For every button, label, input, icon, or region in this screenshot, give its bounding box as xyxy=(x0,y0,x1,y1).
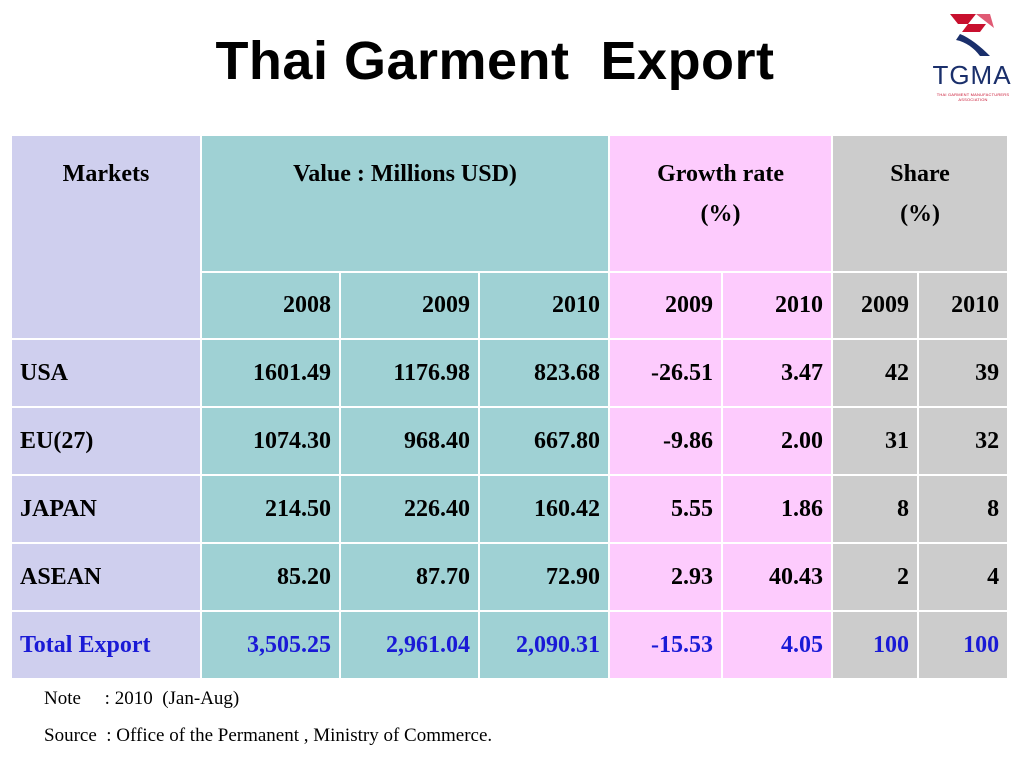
growth-header-line2: (%) xyxy=(700,201,741,227)
year-growth-2010: 2010 xyxy=(721,271,834,340)
share-2009: 2 xyxy=(831,542,920,612)
total-share-2009: 100 xyxy=(831,610,920,680)
share-2010: 8 xyxy=(917,474,1010,544)
table-row: JAPAN 214.50 226.40 160.42 5.55 1.86 8 8 xyxy=(10,474,1010,544)
logo-subtext: THAI GARMENT MANUFACTURERS ASSOCIATION xyxy=(936,92,1010,102)
total-value-2010: 2,090.31 xyxy=(477,610,611,680)
garment-export-table: Markets Value : Millions USD) Growth rat… xyxy=(10,134,1010,680)
value-2008: 1074.30 xyxy=(200,406,341,476)
growth-2009: 5.55 xyxy=(608,474,724,544)
year-value-2010: 2010 xyxy=(477,271,611,340)
market-name: JAPAN xyxy=(10,474,202,544)
share-2009: 8 xyxy=(831,474,920,544)
growth-2009: -26.51 xyxy=(608,338,724,408)
tgma-logo: TGMA THAI GARMENT MANUFACTURERS ASSOCIAT… xyxy=(924,8,1020,102)
growth-2010: 3.47 xyxy=(721,338,834,408)
value-2009: 226.40 xyxy=(339,474,480,544)
table-row: ASEAN 85.20 87.70 72.90 2.93 40.43 2 4 xyxy=(10,542,1010,612)
year-row: 2008 2009 2010 2009 2010 2009 2010 xyxy=(11,271,1010,340)
total-growth-2010: 4.05 xyxy=(721,610,834,680)
share-2009: 42 xyxy=(831,338,920,408)
year-share-2010: 2010 xyxy=(917,271,1010,340)
value-2008: 1601.49 xyxy=(200,338,341,408)
value-2008: 214.50 xyxy=(200,474,341,544)
share-2010: 4 xyxy=(917,542,1010,612)
tgma-logo-icon xyxy=(950,14,994,56)
markets-header: Markets xyxy=(10,134,202,340)
year-growth-2009: 2009 xyxy=(608,271,724,340)
market-name: USA xyxy=(10,338,202,408)
value-2010: 667.80 xyxy=(477,406,611,476)
slide-title: Thai Garment Export xyxy=(215,31,775,91)
table-row: EU(27) 1074.30 968.40 667.80 -9.86 2.00 … xyxy=(10,406,1010,476)
total-row: Total Export 3,505.25 2,961.04 2,090.31 … xyxy=(10,610,1010,680)
table-row: USA 1601.49 1176.98 823.68 -26.51 3.47 4… xyxy=(10,338,1010,408)
header-row: Markets Value : Millions USD) Growth rat… xyxy=(10,134,1010,340)
share-header-line2: (%) xyxy=(900,201,941,227)
growth-2009: -9.86 xyxy=(608,406,724,476)
note-text: Note : 2010 (Jan-Aug) xyxy=(44,688,240,709)
value-header: Value : Millions USD) xyxy=(199,134,611,273)
value-2010: 72.90 xyxy=(477,542,611,612)
share-2009: 31 xyxy=(831,406,920,476)
growth-2009: 2.93 xyxy=(608,542,724,612)
share-header: Share (%) xyxy=(831,134,1010,273)
share-header-line1: Share xyxy=(890,161,950,187)
value-2009: 1176.98 xyxy=(339,338,480,408)
growth-2010: 1.86 xyxy=(721,474,834,544)
year-value-2008: 2008 xyxy=(200,271,341,340)
year-value-2009: 2009 xyxy=(339,271,480,340)
share-2010: 39 xyxy=(917,338,1010,408)
share-2010: 32 xyxy=(917,406,1010,476)
growth-header: Growth rate (%) xyxy=(608,134,834,273)
growth-2010: 2.00 xyxy=(721,406,834,476)
value-2009: 87.70 xyxy=(339,542,480,612)
value-2010: 823.68 xyxy=(477,338,611,408)
value-2009: 968.40 xyxy=(339,406,480,476)
growth-header-line1: Growth rate xyxy=(657,161,784,187)
total-label: Total Export xyxy=(10,610,202,680)
value-2010: 160.42 xyxy=(477,474,611,544)
total-value-2009: 2,961.04 xyxy=(339,610,480,680)
total-growth-2009: -15.53 xyxy=(608,610,724,680)
market-name: EU(27) xyxy=(10,406,202,476)
total-value-2008: 3,505.25 xyxy=(200,610,341,680)
year-share-2009: 2009 xyxy=(831,271,920,340)
market-name: ASEAN xyxy=(10,542,202,612)
value-2008: 85.20 xyxy=(200,542,341,612)
total-share-2010: 100 xyxy=(917,610,1010,680)
growth-2010: 40.43 xyxy=(721,542,834,612)
logo-text: TGMA xyxy=(932,60,1012,90)
source-text: Source : Office of the Permanent , Minis… xyxy=(44,725,493,746)
